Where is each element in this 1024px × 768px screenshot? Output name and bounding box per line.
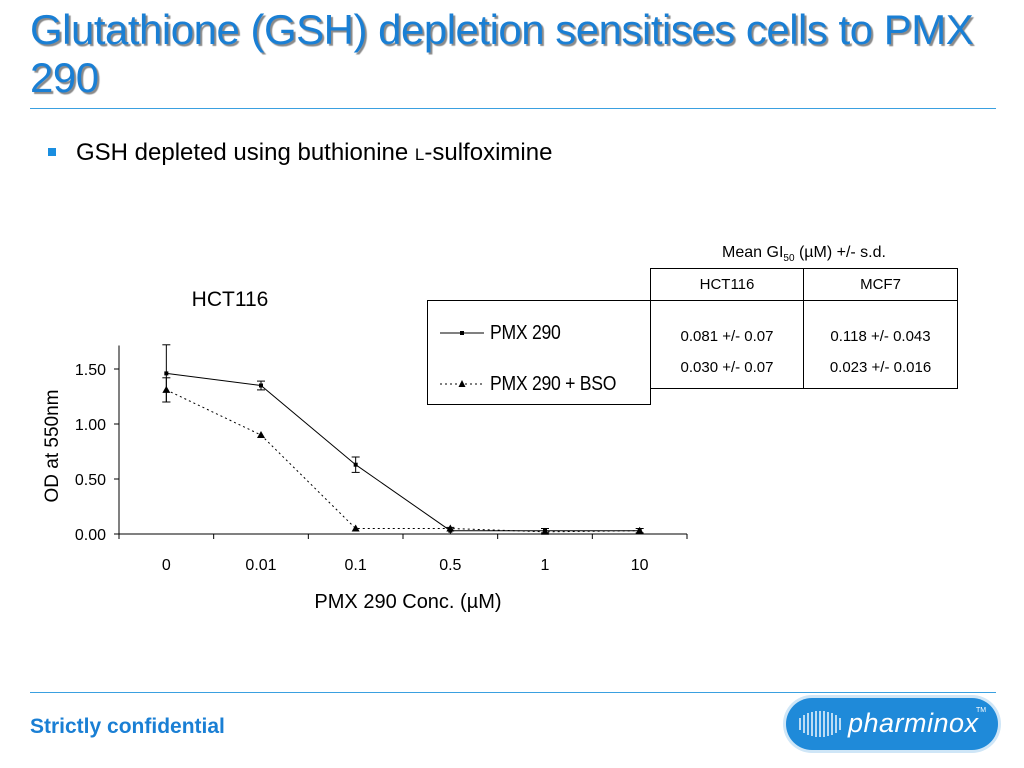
- data-point-triangle: [351, 524, 360, 532]
- x-tick-label: 0.1: [345, 557, 367, 574]
- x-tick-label: 10: [631, 557, 649, 574]
- pharminox-logo: pharminox TM: [786, 698, 998, 750]
- y-tick-label: 0.00: [75, 527, 106, 544]
- chart-legend: PMX 290 PMX 290 + BSO: [427, 300, 651, 405]
- gi50-cell: 0.081 +/- 0.07: [650, 300, 804, 351]
- y-tick-label: 1.50: [75, 362, 106, 379]
- gi50-cell: 0.030 +/- 0.07: [650, 351, 804, 389]
- gi50-header-rest: (µM) +/- s.d.: [794, 244, 886, 261]
- footer-divider: [30, 692, 996, 693]
- legend-line-solid-icon: [440, 331, 484, 335]
- gi50-header-text: Mean GI: [722, 244, 784, 261]
- data-point-triangle: [162, 385, 171, 393]
- bullet-point: GSH depleted using buthionine L-sulfoxim…: [48, 136, 552, 170]
- chart-title: HCT116: [192, 288, 269, 311]
- x-tick-label: 0: [162, 557, 171, 574]
- series-line-1: [166, 389, 640, 533]
- footer-confidential: Strictly confidential: [30, 715, 225, 738]
- legend-item-pmx290: PMX 290: [440, 321, 570, 345]
- data-point-triangle: [635, 526, 644, 534]
- bullet-square-icon: [48, 148, 56, 156]
- legend-item-pmx290-bso: PMX 290 + BSO: [440, 372, 633, 396]
- bullet-text-main: GSH depleted using buthionine: [76, 139, 415, 166]
- data-point-square: [164, 371, 169, 376]
- legend-label-pmx290-bso: PMX 290 + BSO: [490, 372, 617, 395]
- data-point-triangle: [446, 524, 455, 532]
- gi50-header-sub: 50: [783, 253, 795, 265]
- gi50-header: Mean GI50 (µM) +/- s.d.: [650, 244, 958, 264]
- bullet-text-smallcap: L: [414, 145, 425, 164]
- series-line-0: [166, 372, 640, 532]
- data-point-square: [259, 383, 263, 388]
- bullet-text: GSH depleted using buthionine L-sulfoxim…: [76, 139, 552, 167]
- x-axis-label: PMX 290 Conc. (µM): [314, 591, 501, 613]
- slide-title: Glutathione (GSH) depletion sensitises c…: [30, 6, 974, 101]
- x-tick-label: 0.5: [439, 557, 461, 574]
- x-tick-label: 0.01: [245, 557, 276, 574]
- y-tick-label: 1.00: [75, 417, 106, 434]
- gi50-col-hct116: HCT116: [650, 268, 804, 301]
- gi50-cell: 0.023 +/- 0.016: [803, 351, 958, 389]
- logo-wordmark: pharminox: [848, 708, 979, 738]
- gi50-col-mcf7: MCF7: [803, 268, 958, 301]
- gi50-table: HCT116 MCF7 0.081 +/- 0.07 0.118 +/- 0.0…: [650, 268, 958, 389]
- bullet-text-rest: -sulfoximine: [424, 139, 553, 166]
- logo-stripes-icon: [799, 711, 841, 737]
- x-tick-label: 1: [541, 557, 550, 574]
- legend-line-dotted-icon: [440, 380, 484, 387]
- title-divider: [30, 108, 996, 109]
- gi50-cell: 0.118 +/- 0.043: [803, 300, 958, 351]
- y-tick-label: 0.50: [75, 472, 106, 489]
- logo-trademark: TM: [976, 707, 987, 714]
- y-axis-label: OD at 550nm: [42, 390, 63, 503]
- data-point-triangle: [257, 431, 265, 438]
- data-point-square: [353, 462, 358, 467]
- data-point-triangle: [541, 527, 549, 535]
- legend-label-pmx290: PMX 290: [490, 321, 561, 344]
